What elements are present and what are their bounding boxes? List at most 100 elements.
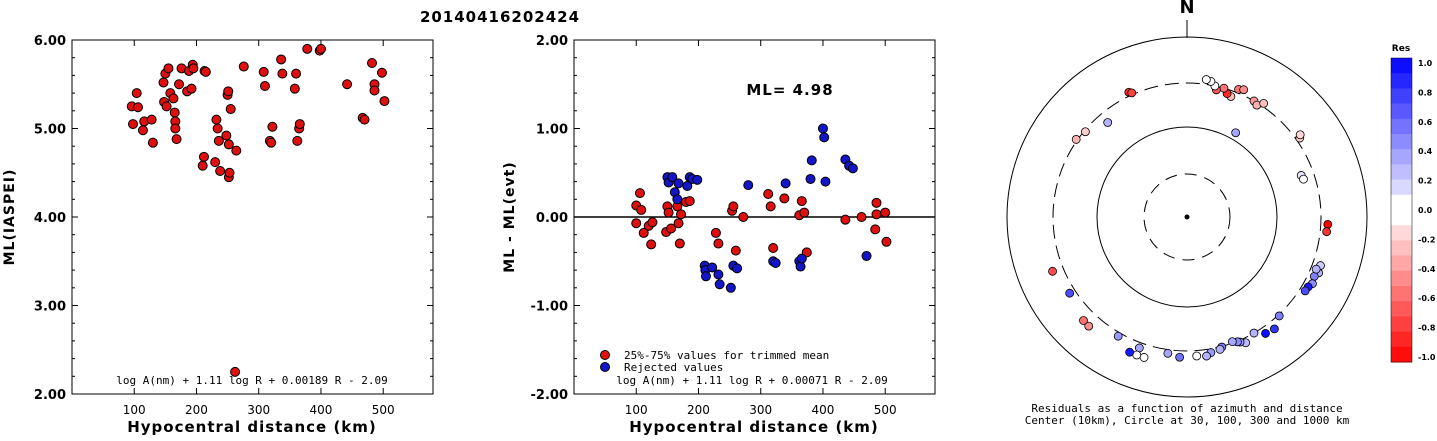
data-point [266, 137, 277, 148]
colorbar-swatch [1391, 194, 1412, 211]
accepted-point [676, 209, 687, 220]
colorbar-swatch [1391, 255, 1412, 272]
polar-point [1309, 271, 1319, 281]
y-tick-label: -1.00 [531, 300, 568, 315]
accepted-point [673, 218, 684, 229]
polar-points [1048, 75, 1333, 362]
y-tick-label: 4.00 [34, 211, 66, 226]
y-tick-label: 1.00 [536, 123, 568, 138]
colorbar-tick-label: -0.6 [1418, 294, 1436, 303]
x-tick-label: 100 [123, 403, 146, 417]
legend-rejected-label: Rejected values [624, 361, 723, 374]
rejected-point [819, 132, 830, 143]
polar-residual-plot: N Residuals as a function of azimuth and… [1006, 0, 1368, 427]
data-point [231, 145, 242, 156]
y-tick-label: 6.00 [34, 34, 66, 49]
colorbar-swatches [1390, 57, 1413, 363]
data-point [277, 68, 288, 79]
rejected-point [692, 174, 703, 185]
polar-point [1227, 337, 1237, 347]
page-title: 20140416202424 [419, 8, 581, 26]
data-point [294, 119, 305, 130]
colorbar-tick-label: -0.4 [1418, 265, 1436, 274]
polar-point [1175, 352, 1185, 362]
colorbar-tick-label: 0.4 [1418, 147, 1433, 156]
colorbar-swatch [1391, 73, 1412, 89]
data-point [258, 66, 269, 77]
colorbar-swatch [1391, 134, 1412, 150]
rejected-point [796, 253, 807, 264]
colorbar-swatch [1391, 331, 1412, 348]
polar-point [1239, 85, 1249, 95]
polar-point [1274, 311, 1284, 321]
accepted-point [763, 188, 774, 199]
data-point [215, 165, 226, 176]
accepted-point [666, 223, 677, 234]
data-point [186, 83, 197, 94]
accepted-point [636, 204, 647, 215]
data-point [170, 123, 181, 134]
colorbar-tick-label: 0.0 [1418, 206, 1433, 215]
accepted-point [646, 239, 657, 250]
data-point [291, 68, 302, 79]
data-point [259, 81, 270, 92]
polar-point [1299, 174, 1308, 184]
colorbar-swatch [1391, 149, 1412, 165]
center-marker [1184, 214, 1190, 220]
rejected-point [672, 194, 683, 205]
colorbar-swatch [1391, 301, 1412, 317]
data-point [200, 66, 211, 77]
accepted-point [765, 201, 776, 212]
polar-caption-line-2: Center (10km), Circle at 30, 100, 300 an… [1025, 414, 1350, 427]
accepted-point [663, 207, 674, 218]
accepted-point [871, 197, 882, 208]
rejected-point [673, 178, 684, 189]
polar-point [1311, 264, 1321, 274]
polar-point [1295, 130, 1305, 140]
x-tick-label: 300 [247, 403, 270, 417]
data-point [137, 125, 148, 136]
polar-point [1201, 75, 1211, 84]
polar-point [1215, 345, 1225, 354]
polar-point [1065, 288, 1075, 298]
polar-point [1249, 328, 1259, 338]
data-point [238, 61, 249, 72]
data-point [174, 79, 185, 90]
data-point [359, 114, 370, 125]
colorbar-swatch [1391, 316, 1412, 333]
polar-point [1079, 316, 1088, 325]
polar-point [1259, 98, 1269, 108]
colorbar-swatch [1391, 58, 1412, 74]
rejected-point [861, 250, 872, 261]
residual-colorbar: Res 1.0 0.8 0.6 0.4 0.2 0.0 -0.2 -0.4 -0.6 -0.8 -1… [1390, 44, 1436, 363]
colorbar-tick-label: 0.8 [1418, 88, 1433, 97]
colorbar-swatch [1391, 225, 1412, 241]
rejected-point [707, 262, 718, 273]
data-point [221, 130, 232, 141]
data-point [171, 134, 182, 145]
colorbar-border [1390, 57, 1413, 363]
data-point [127, 119, 138, 130]
accepted-point [799, 207, 810, 218]
accepted-point [634, 188, 645, 199]
rejected-point [770, 258, 781, 269]
ring-1000km [1006, 36, 1368, 398]
data-point [132, 102, 143, 113]
x-tick-label: 200 [687, 403, 710, 417]
polar-point [1323, 219, 1333, 229]
data-point [276, 54, 287, 65]
data-point [379, 96, 390, 107]
rejected-point [780, 178, 791, 189]
y-tick-label: 5.00 [34, 123, 66, 138]
colorbar-tick-label: 1.0 [1418, 59, 1433, 68]
accepted-point [870, 224, 881, 235]
accepted-point [647, 217, 658, 228]
x-tick-label: 400 [812, 403, 835, 417]
colorbar-swatch [1391, 240, 1412, 257]
colorbar-tick-label: -0.8 [1418, 324, 1436, 333]
accepted-point [880, 207, 891, 218]
polar-point [1071, 135, 1081, 144]
colorbar-tick-label: 0.6 [1418, 118, 1433, 127]
accepted-point [638, 227, 649, 238]
data-point [188, 63, 199, 74]
